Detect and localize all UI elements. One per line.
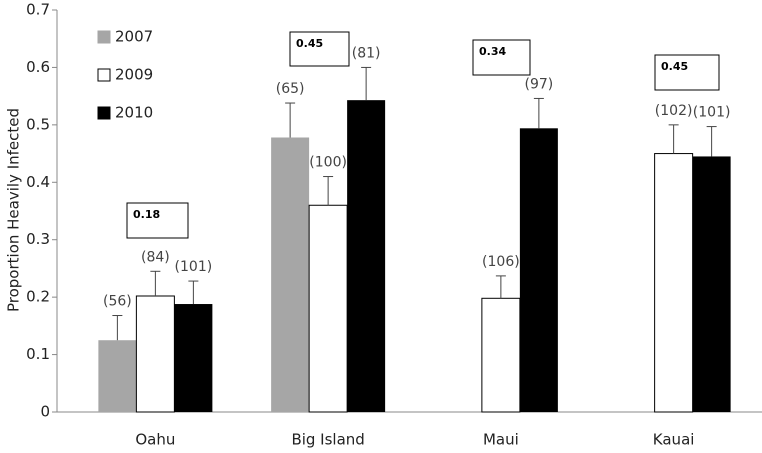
annotation-box [472, 39, 531, 76]
sample-label: (84) [141, 249, 170, 265]
legend-label: 2009 [115, 66, 153, 84]
annotation-box [289, 31, 350, 67]
y-tick-label: 0.4 [26, 173, 50, 191]
legend-swatch [97, 106, 111, 120]
y-tick-label: 0 [40, 403, 50, 421]
legend-swatch [97, 30, 111, 44]
sample-label: (65) [276, 81, 305, 97]
annotation-box [126, 202, 189, 239]
y-tick-label: 0.2 [26, 288, 50, 306]
annotation: 0.34 [479, 45, 506, 58]
legend-label: 2007 [115, 28, 153, 46]
x-tick-label: Oahu [135, 431, 175, 449]
sample-label: (101) [693, 105, 731, 121]
bar [347, 100, 386, 413]
annotation: 0.45 [661, 60, 688, 73]
y-tick-label: 0.7 [26, 1, 50, 19]
x-tick-label: Big Island [291, 431, 364, 449]
bar [692, 156, 731, 412]
y-axis-label: Proportion Heavily Infected [5, 108, 23, 312]
sample-label: (97) [525, 76, 554, 92]
sample-label: (56) [103, 294, 132, 310]
y-tick-label: 0.6 [26, 58, 50, 76]
bar [519, 128, 558, 412]
sample-label: (106) [482, 254, 520, 270]
bar [174, 304, 213, 412]
bar [308, 204, 348, 413]
y-tick-label: 0.1 [26, 345, 50, 363]
annotation: 0.45 [296, 37, 323, 50]
sample-label: (81) [352, 45, 381, 61]
sample-label: (102) [655, 103, 693, 119]
sample-label: (101) [175, 259, 213, 275]
annotation: 0.18 [133, 208, 160, 221]
x-tick-label: Kauai [653, 431, 695, 449]
y-tick-label: 0.3 [26, 230, 50, 248]
legend-swatch [97, 68, 111, 82]
bar [271, 137, 310, 412]
legend-label: 2010 [115, 104, 153, 122]
sample-label: (100) [309, 155, 347, 171]
bar [481, 297, 521, 413]
bar [98, 340, 137, 412]
x-tick-label: Maui [483, 431, 519, 449]
bar [135, 295, 175, 413]
bar [654, 153, 694, 413]
y-tick-label: 0.5 [26, 115, 50, 133]
annotation-box [654, 54, 720, 91]
